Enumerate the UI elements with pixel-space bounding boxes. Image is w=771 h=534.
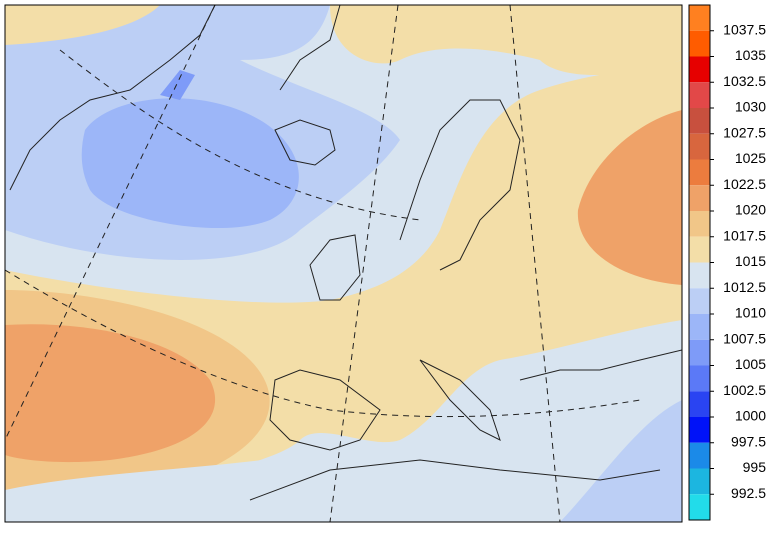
colorbar-label: 1030: [735, 99, 766, 115]
coastline: [279, 5, 341, 91]
colorbar-label: 1037.5: [723, 21, 766, 37]
colorbar-swatch: [689, 339, 710, 366]
colorbar-swatch: [689, 314, 710, 340]
colorbar-label: 1020: [735, 202, 766, 218]
meridian: [5, 5, 216, 441]
colorbar-label: 1002.5: [723, 382, 766, 398]
colorbar-label: 1027.5: [723, 124, 766, 140]
colorbar-label: 1017.5: [723, 227, 766, 243]
colorbar-swatch: [689, 211, 710, 237]
pressure-field: [5, 5, 682, 522]
parallel: [5, 269, 641, 418]
parallel: [59, 49, 421, 221]
colorbar-swatch: [689, 417, 710, 443]
coastlines: [9, 5, 682, 501]
colorbar-swatch: [689, 5, 710, 31]
high-core: [577, 110, 682, 285]
colorbar-swatch: [689, 30, 710, 57]
coastline: [519, 349, 682, 381]
colorbar-swatch: [689, 236, 710, 263]
colorbar-swatch: [689, 391, 710, 417]
high-region: [5, 5, 160, 45]
colorbar-swatch: [689, 494, 710, 520]
low-region: [560, 400, 682, 522]
low-core: [81, 98, 299, 229]
colorbar-label: 1005: [735, 356, 766, 372]
colorbar-swatch: [689, 185, 710, 211]
colorbar-label: 1032.5: [723, 73, 766, 89]
colorbar-swatch: [689, 56, 710, 83]
colorbar-label: 992.5: [731, 485, 766, 501]
colorbar-label: 1025: [735, 150, 766, 166]
high-core: [5, 324, 216, 463]
colorbar-label: 1007.5: [723, 330, 766, 346]
graticule: [5, 5, 641, 522]
colorbar-label: 1010: [735, 305, 766, 321]
coastline: [269, 369, 381, 451]
colorbar-label: 1022.5: [723, 176, 766, 192]
colorbar-label: 995: [743, 459, 767, 475]
colorbar-swatch: [689, 133, 710, 160]
meridian: [509, 5, 561, 522]
colorbar-label: 1000: [735, 408, 766, 424]
colorbar-swatch: [689, 82, 710, 108]
colorbar: 1037.5 1035 1032.5 1030 1027.5 1025 1022.5 1020…: [688, 4, 767, 521]
colorbar-swatch: [689, 262, 710, 289]
colorbar-label: 1012.5: [723, 279, 766, 295]
colorbar-label: 1015: [735, 253, 766, 269]
coastline: [249, 459, 661, 501]
colorbar-swatch: [689, 108, 710, 134]
colorbar-swatch: [689, 442, 710, 469]
colorbar-label: 1035: [735, 47, 766, 63]
coastline: [274, 119, 336, 166]
coastline: [399, 99, 521, 271]
map-frame: [4, 4, 683, 523]
coastline: [9, 5, 216, 191]
meridian: [329, 5, 399, 522]
low-region: [5, 380, 682, 522]
colorbar-swatch: [689, 365, 710, 392]
colorbar-swatch: [689, 159, 710, 186]
coastline: [309, 234, 361, 301]
coastline: [419, 359, 501, 441]
high-region: [330, 5, 682, 75]
colorbar-swatch: [689, 468, 710, 495]
colorbar-swatch: [689, 288, 710, 314]
low-center: [160, 70, 195, 100]
colorbar-label: 997.5: [731, 433, 766, 449]
